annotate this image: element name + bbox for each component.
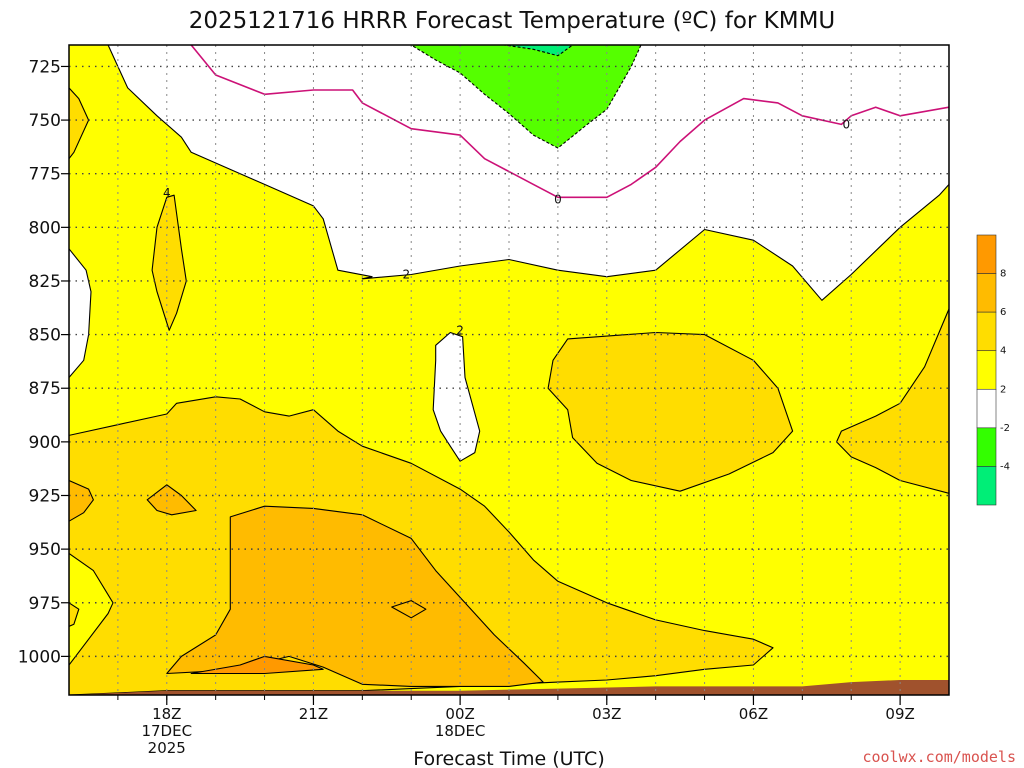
colorbar-label: 2 xyxy=(1000,384,1006,395)
colorbar-label: -4 xyxy=(1000,461,1010,472)
contour-label: 4 xyxy=(163,186,171,200)
x-tick-label: 18Z xyxy=(152,705,181,723)
contour-region-band-4-6-east xyxy=(547,331,794,492)
x-tick-label: 06Z xyxy=(739,705,768,723)
colorbar: -4 -2 2 4 6 8 xyxy=(976,234,1010,506)
colorbar-cell xyxy=(976,311,997,352)
x-tick-label: 21Z xyxy=(299,705,328,723)
y-tick-label: 975 xyxy=(29,594,61,614)
contour-label: 2 xyxy=(403,268,411,282)
contour-label: 2 xyxy=(456,323,464,337)
y-tick-label: 1000 xyxy=(18,647,61,667)
contour-lines xyxy=(190,45,949,199)
ground-fill xyxy=(69,680,949,695)
contour-region-band-6-8-left xyxy=(69,479,94,522)
y-tick-label: 875 xyxy=(29,379,61,399)
x-axis-label: Forecast Time (UTC) xyxy=(413,748,604,768)
y-tick-label: 800 xyxy=(29,218,61,238)
contour-labels: 0 0 4 2 2 xyxy=(163,117,850,337)
y-axis: 725 750 775 800 825 850 875 900 925 950 975 1000 xyxy=(18,57,69,667)
colorbar-label: 8 xyxy=(1000,269,1006,280)
colorbar-label: 6 xyxy=(1000,307,1006,318)
x-tick-label: 2025 xyxy=(148,739,186,757)
y-tick-label: 750 xyxy=(29,111,61,131)
colorbar-cell xyxy=(976,350,997,390)
y-tick-label: 725 xyxy=(29,57,61,77)
colorbar-cell xyxy=(976,388,997,429)
freezing-line-0 xyxy=(190,45,949,199)
credit-link[interactable]: coolwx.com/models xyxy=(862,748,1016,766)
contour-region-band-4-6-upperleft xyxy=(69,87,90,160)
contour-region-band-m4-m6 xyxy=(503,45,574,57)
x-tick-label: 03Z xyxy=(592,705,621,723)
contour-region-white-mid xyxy=(432,331,481,462)
contour-label: 0 xyxy=(843,117,851,131)
x-tick-label: 00Z xyxy=(445,705,474,723)
x-tick-label: 09Z xyxy=(885,705,914,723)
colorbar-cell xyxy=(976,466,997,506)
chart-title: 2025121716 HRRR Forecast Temperature (ºC… xyxy=(189,8,836,34)
contour-label: 0 xyxy=(554,192,562,206)
y-tick-label: 825 xyxy=(29,272,61,292)
x-tick-label: 18DEC xyxy=(435,722,486,740)
contour-region-band-6-8-dot xyxy=(146,484,197,516)
colorbar-cell xyxy=(976,427,997,467)
y-tick-label: 850 xyxy=(29,326,61,346)
contour-region-band-4-6-lens xyxy=(151,194,187,331)
y-tick-label: 775 xyxy=(29,165,61,185)
y-tick-label: 925 xyxy=(29,486,61,506)
contour-region-white-upper xyxy=(107,45,949,301)
y-tick-label: 900 xyxy=(29,433,61,453)
colorbar-label: 4 xyxy=(1000,346,1006,357)
contour-region-band-6-8-island xyxy=(391,600,427,619)
filled-contours xyxy=(69,45,949,695)
colorbar-label: -2 xyxy=(1000,423,1010,434)
contour-region-band-8-10 xyxy=(190,655,324,675)
x-tick-label: 17DEC xyxy=(141,722,192,740)
colorbar-cell xyxy=(976,273,997,313)
colorbar-cell xyxy=(976,234,997,274)
y-tick-label: 950 xyxy=(29,540,61,560)
contour-region-band-m2-m4 xyxy=(410,45,642,149)
